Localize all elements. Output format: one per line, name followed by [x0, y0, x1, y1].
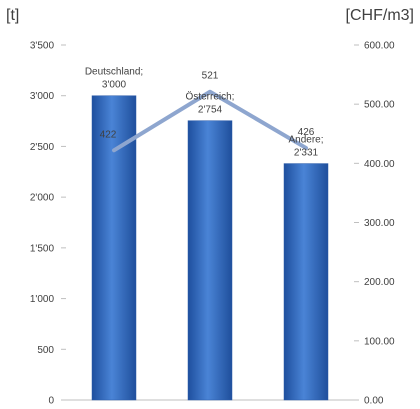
bar-österreich — [187, 120, 233, 401]
y-right-tick-label: 400.00 — [364, 159, 395, 170]
line-value-label: 521 — [202, 71, 219, 82]
bar-value-label: 2'331 — [294, 148, 319, 159]
y-right-ticks: 0.00 100.00 200.00 300.00 400.00 500.00 600.00 — [354, 41, 395, 407]
y-right-tick-label: 600.00 — [364, 41, 395, 52]
bar-andere — [283, 163, 329, 401]
bar-value-label: Deutschland; — [85, 67, 143, 78]
y-left-ticks: 0 500 1'000 1'500 2'000 2'500 3'000 3'500 — [30, 41, 66, 407]
y-left-tick-label: 1'500 — [30, 243, 55, 254]
y-right-tick-label: 300.00 — [364, 218, 395, 229]
bar-value-label: Österreich; — [186, 91, 235, 103]
y-left-tick-label: 0 — [48, 396, 54, 407]
y-left-axis-title: [t] — [6, 7, 19, 24]
bars — [91, 95, 329, 401]
bar-value-label: Andere; — [288, 135, 323, 146]
line-value-label: 422 — [100, 129, 117, 140]
y-right-tick-label: 200.00 — [364, 277, 395, 288]
y-left-tick-label: 2'000 — [30, 193, 55, 204]
y-right-axis-title: [CHF/m3] — [346, 7, 414, 24]
y-left-tick-label: 2'500 — [30, 142, 55, 153]
y-right-tick-label: 100.00 — [364, 336, 395, 347]
data-labels: Deutschland; 3'000 Österreich; 2'754 Andere;… — [85, 67, 324, 159]
y-left-tick-label: 1'000 — [30, 294, 55, 305]
bar-value-label: 3'000 — [102, 80, 127, 91]
line-value-label: 426 — [298, 127, 315, 138]
y-right-tick-label: 500.00 — [364, 100, 395, 111]
y-left-tick-label: 500 — [37, 345, 54, 356]
bar-value-label: 2'754 — [198, 105, 223, 116]
y-left-tick-label: 3'000 — [30, 91, 55, 102]
y-right-tick-label: 0.00 — [364, 396, 384, 407]
bar-deutschland — [91, 95, 137, 401]
y-left-tick-label: 3'500 — [30, 41, 55, 52]
price-line — [112, 89, 308, 153]
